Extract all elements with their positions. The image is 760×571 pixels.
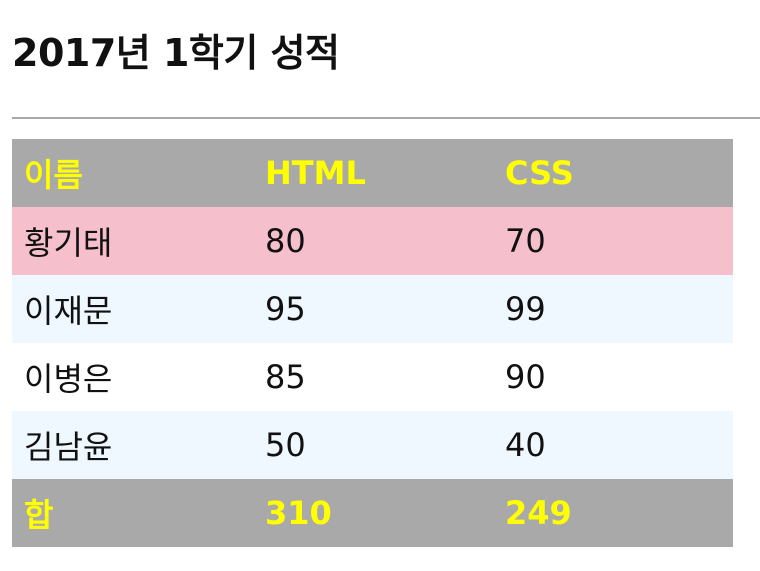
cell-css: 70 — [505, 222, 546, 260]
table-row: 황기태 80 70 — [12, 207, 733, 275]
divider — [12, 117, 760, 119]
cell-css: 40 — [505, 426, 546, 464]
header-row: 이름 HTML CSS — [12, 139, 733, 207]
total-row: 합 310 249 — [12, 479, 733, 547]
cell-html: 95 — [265, 290, 306, 328]
page-title: 2017년 1학기 성적 — [12, 31, 340, 75]
cell-css: 90 — [505, 358, 546, 396]
total-css: 249 — [505, 494, 572, 532]
cell-css: 99 — [505, 290, 546, 328]
header-css: CSS — [505, 154, 574, 192]
table-body: 황기태 80 70 이재문 95 99 이병은 85 90 김남윤 50 40 — [12, 207, 733, 479]
header-html: HTML — [265, 154, 366, 192]
cell-html: 50 — [265, 426, 306, 464]
table-header: 이름 HTML CSS — [12, 139, 733, 207]
grades-table: 이름 HTML CSS 황기태 80 70 이재문 95 99 이병은 85 9… — [12, 139, 733, 547]
table-row: 김남윤 50 40 — [12, 411, 733, 479]
cell-name: 이병은 — [24, 360, 113, 398]
cell-name: 이재문 — [24, 292, 113, 330]
cell-html: 80 — [265, 222, 306, 260]
total-label: 합 — [24, 496, 54, 534]
table-footer: 합 310 249 — [12, 479, 733, 547]
cell-name: 황기태 — [24, 224, 113, 262]
header-name: 이름 — [24, 156, 83, 194]
table-row: 이재문 95 99 — [12, 275, 733, 343]
cell-html: 85 — [265, 358, 306, 396]
cell-name: 김남윤 — [24, 428, 113, 466]
table-row: 이병은 85 90 — [12, 343, 733, 411]
total-html: 310 — [265, 494, 332, 532]
